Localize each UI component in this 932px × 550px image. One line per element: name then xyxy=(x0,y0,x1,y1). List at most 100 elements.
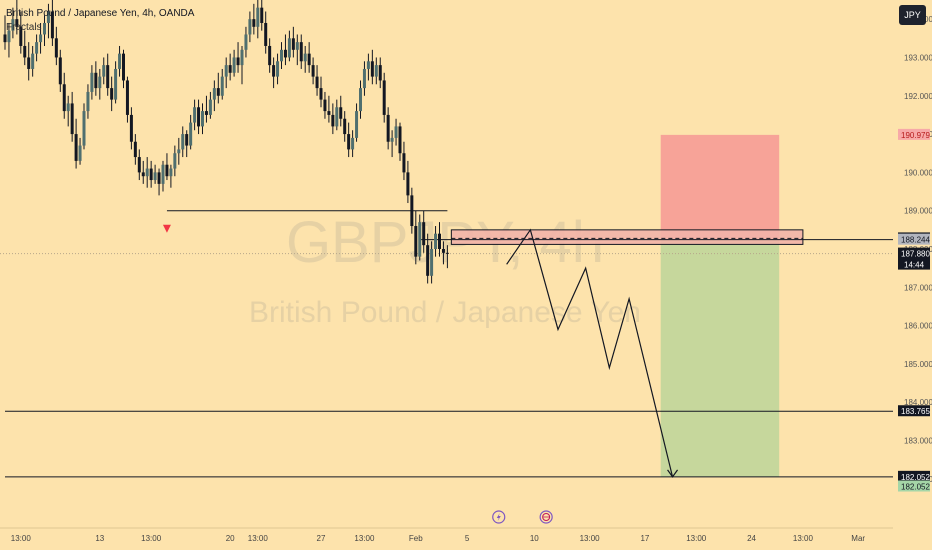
candle-body xyxy=(11,19,15,31)
fractal-down-marker xyxy=(162,224,171,233)
candle-body xyxy=(137,157,141,173)
candle-body xyxy=(39,34,43,43)
x-tick-label: 10 xyxy=(530,534,539,543)
price-label-bg xyxy=(898,405,930,417)
candle-body xyxy=(264,22,268,46)
candle-body xyxy=(272,65,276,77)
candle-body xyxy=(3,34,7,43)
price-label-time: 14:44 xyxy=(904,261,925,270)
supply-zone-box xyxy=(450,229,804,245)
candle-body xyxy=(118,53,122,69)
candle-body xyxy=(74,134,78,161)
candle-body xyxy=(359,88,362,112)
candle-body xyxy=(291,38,295,50)
candle-body xyxy=(394,126,398,138)
watermark-name: British Pound / Japanese Yen xyxy=(249,296,641,329)
candle-body xyxy=(66,103,70,112)
candle-body xyxy=(78,145,82,161)
x-tick-label: 5 xyxy=(465,534,470,543)
candle-body xyxy=(181,134,185,150)
candle-body xyxy=(228,65,232,73)
x-tick-label: Feb xyxy=(409,534,423,543)
candle-body xyxy=(43,22,46,35)
price-axis xyxy=(893,0,932,550)
candle-body xyxy=(197,107,201,127)
candle-body xyxy=(374,65,378,77)
candle-body xyxy=(110,88,114,100)
y-tick-label: 184.000 xyxy=(904,398,932,407)
candle-body xyxy=(114,68,118,100)
stop-loss-zone xyxy=(660,134,780,240)
candle-body xyxy=(366,61,370,69)
candle-body xyxy=(220,76,224,96)
candle-body xyxy=(445,252,449,254)
x-tick-label: 20 xyxy=(226,534,235,543)
candle-body xyxy=(7,30,11,43)
candle-body xyxy=(343,118,347,135)
price-label-bg xyxy=(898,247,930,270)
candle-body xyxy=(382,80,386,115)
price-label: 187.880 xyxy=(901,250,930,259)
candle-body xyxy=(216,88,220,96)
x-tick-label: Mar xyxy=(851,534,865,543)
candle-body xyxy=(177,149,181,154)
candle-body xyxy=(212,88,216,100)
candle-body xyxy=(31,53,35,69)
candle-body xyxy=(335,107,339,127)
candle-body xyxy=(54,38,58,58)
candle-body xyxy=(50,11,54,39)
candle-body xyxy=(295,42,299,50)
candle-body xyxy=(201,111,204,127)
candle-body xyxy=(323,99,327,112)
candle-body xyxy=(256,7,260,27)
candle-body xyxy=(390,137,394,142)
candle-body xyxy=(287,38,291,58)
candle-body xyxy=(145,168,149,177)
candle-body xyxy=(153,172,157,181)
y-tick-label: 186.000 xyxy=(904,322,932,331)
candle-body xyxy=(276,61,280,77)
candle-body xyxy=(35,42,39,54)
candle-body xyxy=(236,57,240,66)
candle-body xyxy=(355,111,359,138)
candle-body xyxy=(129,114,133,142)
candle-body xyxy=(23,45,27,58)
price-label: 182.052 xyxy=(901,473,930,482)
candle-body xyxy=(351,137,355,150)
candle-body xyxy=(280,49,283,62)
candle-body xyxy=(58,57,62,85)
candle-body xyxy=(106,65,110,89)
projection-arrow-head xyxy=(667,469,679,478)
x-tick-label: 13:00 xyxy=(580,534,601,543)
candle-body xyxy=(398,126,402,154)
candle-body xyxy=(122,53,125,81)
price-label-bg xyxy=(898,480,930,492)
candle-body xyxy=(62,84,66,112)
candle-body xyxy=(311,65,315,77)
take-profit-zone xyxy=(660,239,780,477)
candle-body xyxy=(299,42,303,62)
projection-path xyxy=(506,228,674,477)
candle-body xyxy=(165,164,169,177)
candle-body xyxy=(426,245,430,276)
x-tick-label: 13 xyxy=(95,534,104,543)
candle-body xyxy=(406,172,410,196)
candle-body xyxy=(232,57,236,73)
price-label: 183.765 xyxy=(901,407,930,416)
candle-body xyxy=(102,65,106,77)
indicator-label[interactable]: Fractals xyxy=(6,22,42,33)
candle-body xyxy=(441,249,445,253)
candle-body xyxy=(414,226,418,257)
price-label: 190.979 xyxy=(901,131,930,140)
chart-title: British Pound / Japanese Yen, 4h, OANDA xyxy=(6,8,195,19)
x-tick-label: 13:00 xyxy=(248,534,269,543)
candle-body xyxy=(157,172,161,184)
price-label: 188.244 xyxy=(901,236,930,245)
candle-body xyxy=(248,19,252,35)
candle-body xyxy=(327,111,331,115)
y-tick-label: 190.000 xyxy=(904,168,932,177)
currency-button[interactable]: JPY xyxy=(899,5,926,25)
candle-body xyxy=(204,111,208,115)
